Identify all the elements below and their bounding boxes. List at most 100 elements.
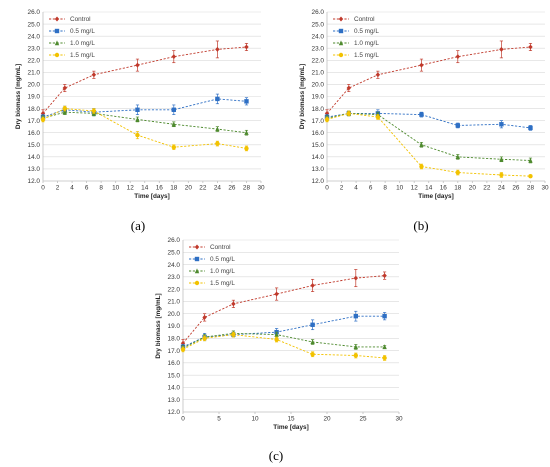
y-tick-label: 21.0 (168, 299, 181, 306)
x-tick-label: 20 (469, 185, 477, 192)
x-tick-label: 8 (383, 185, 387, 192)
data-point (274, 332, 279, 337)
x-tick-label: 5 (217, 416, 221, 423)
data-point (353, 275, 358, 281)
data-point (91, 108, 97, 114)
data-point (310, 322, 315, 327)
y-tick-label: 23.0 (168, 274, 181, 281)
y-tick-label: 22.0 (28, 57, 41, 64)
legend-marker (338, 52, 344, 58)
y-tick-label: 12.0 (312, 178, 325, 185)
legend-marker (338, 16, 344, 22)
legend-marker (194, 268, 200, 274)
x-tick-label: 0 (181, 416, 185, 423)
data-point (382, 344, 387, 350)
data-point (202, 314, 207, 320)
x-tick-label: 28 (527, 185, 535, 192)
x-tick-label: 22 (483, 185, 491, 192)
data-point (244, 44, 249, 50)
series-control (324, 40, 533, 118)
series-line (182, 332, 385, 349)
data-point (455, 170, 460, 175)
y-tick-label: 12.0 (28, 178, 41, 185)
series-1-0-mg-l (324, 110, 533, 164)
series-1-5-mg-l (40, 105, 249, 152)
data-point (231, 301, 236, 307)
x-axis-title: Time [days] (273, 424, 308, 431)
data-point (324, 117, 330, 122)
data-point (62, 109, 67, 115)
series-line (42, 111, 247, 134)
x-tick-label: 0 (41, 185, 45, 192)
data-point (353, 313, 358, 319)
y-tick-label: 22.0 (312, 57, 325, 64)
legend-marker (338, 40, 344, 46)
legend-label: 0.5 mg/L (210, 256, 235, 263)
data-point (215, 96, 220, 102)
panel-label-c: (c) (269, 448, 283, 463)
data-point (499, 46, 504, 52)
y-tick-label: 19.0 (28, 94, 41, 101)
y-tick-label: 25.0 (168, 249, 181, 256)
legend-label: 0.5 mg/L (354, 28, 379, 35)
series-0-5-mg-l (180, 310, 387, 350)
legend-marker (54, 52, 60, 58)
panel-label-a: (a) (131, 218, 145, 233)
data-point (499, 172, 504, 178)
legend-marker (54, 40, 60, 46)
data-point (419, 62, 424, 68)
legend-marker (194, 256, 200, 262)
x-tick-label: 6 (369, 185, 373, 192)
chart-panel-b: 12.013.014.015.016.017.018.019.020.021.0… (299, 9, 549, 200)
x-tick-label: 4 (70, 185, 74, 192)
x-tick-label: 28 (243, 185, 251, 192)
data-point (375, 114, 381, 120)
data-point (171, 107, 176, 112)
data-point (419, 164, 424, 169)
data-point (499, 156, 504, 162)
data-point (528, 44, 533, 50)
x-axis-title: Time [days] (134, 193, 169, 200)
data-point (310, 282, 315, 288)
legend-marker (194, 280, 200, 286)
x-tick-label: 2 (340, 185, 344, 192)
chart-panel-a: 12.013.014.015.016.017.018.019.020.021.0… (15, 9, 265, 200)
x-tick-label: 12 (127, 185, 135, 192)
data-point (274, 337, 279, 342)
data-point (382, 355, 387, 361)
y-axis-title: Dry biomass [mg/mL] (299, 64, 306, 129)
data-point (455, 54, 460, 60)
x-tick-label: 12 (411, 185, 419, 192)
x-tick-label: 10 (396, 185, 404, 192)
x-tick-label: 4 (354, 185, 358, 192)
legend-label: Control (70, 16, 91, 23)
legend-label: 1.0 mg/L (354, 40, 379, 47)
data-point (40, 117, 46, 122)
x-tick-label: 24 (498, 185, 506, 192)
y-tick-label: 17.0 (28, 118, 41, 125)
y-tick-label: 18.0 (28, 106, 41, 113)
y-tick-label: 13.0 (28, 166, 41, 173)
y-tick-label: 14.0 (28, 154, 41, 161)
data-point (180, 347, 186, 352)
y-tick-label: 20.0 (312, 82, 325, 89)
x-tick-label: 30 (395, 416, 403, 423)
data-point (171, 145, 176, 150)
y-tick-label: 13.0 (312, 166, 325, 173)
y-tick-label: 25.0 (28, 21, 41, 28)
data-point (180, 340, 186, 346)
legend-label: Control (354, 16, 375, 23)
legend-label: 0.5 mg/L (70, 28, 95, 35)
x-tick-label: 15 (287, 416, 295, 423)
data-point (135, 116, 140, 122)
chart-panel-c: 12.0 13.0 14.0 15.0 16.0 17.0 18.0 19.0 20.0 21.0… (155, 237, 403, 431)
y-tick-label: 15.0 (168, 372, 181, 379)
series-control (180, 269, 387, 348)
x-tick-label: 24 (214, 185, 222, 192)
y-tick-label: 19.0 (312, 94, 325, 101)
y-tick-label: 12.0 (168, 409, 181, 416)
data-point (455, 154, 460, 160)
x-tick-label: 20 (185, 185, 193, 192)
legend-label: 1.0 mg/L (210, 268, 235, 275)
series-0-5-mg-l (40, 93, 249, 120)
